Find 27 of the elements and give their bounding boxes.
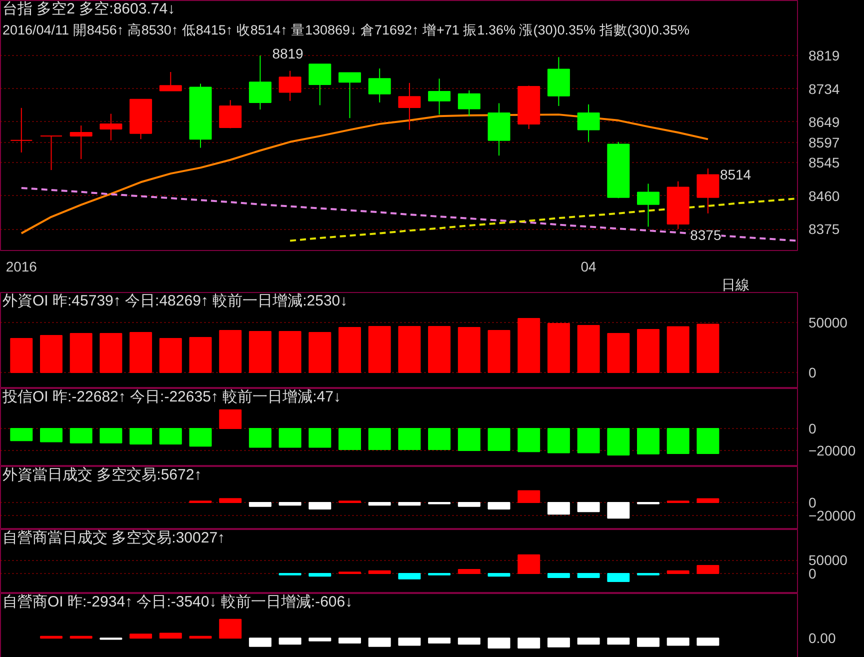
text: 2016/04/11 開8456↑ 高8530↑ 低8415↑ 收8514↑ 量130869↓ 倉71692↑ 增+71 振1.36% 漲(30)0.35% 指數(30)0.35% <box>2 22 690 38</box>
y-tick-label: 8649 <box>808 114 840 130</box>
y-tick-label: 8460 <box>808 188 840 204</box>
y-tick-label: 0 <box>808 420 816 437</box>
annotation: 日線 <box>722 276 750 292</box>
y-tick-label: 50000 <box>808 314 848 330</box>
x-tick-label: 2016 <box>6 258 38 274</box>
chart-title: 外資OI 昨:45739↑ 今日:48269↑ 較前一日增減:2530↓ <box>2 292 348 310</box>
y-tick-label: 0 <box>808 364 816 380</box>
y-tick-label: 8375 <box>808 221 840 238</box>
y-tick-label: 8597 <box>808 134 840 150</box>
annotation: 8514 <box>720 166 752 183</box>
x-tick-label: 04 <box>580 258 597 274</box>
chart-title: 投信OI 昨:-22682↑ 今日:-22635↑ 較前一日增減:47↓ <box>2 388 341 406</box>
chart-title: 自營商OI 昨:-2934↑ 今日:-3540↓ 較前一日增減:-606↓ <box>2 594 353 610</box>
y-tick-label: 0 <box>808 566 816 582</box>
chart-title: 台指 多空2 多空:8603.74↓ <box>2 0 176 18</box>
chart-title: 外資當日成交 多空交易:5672↑ <box>2 466 202 484</box>
y-tick-label: 50000 <box>808 552 848 568</box>
annotation: 0.00 <box>808 630 836 646</box>
y-tick-label: 8734 <box>808 80 840 97</box>
annotation: 8375 <box>690 227 722 244</box>
chart-title: 自營商當日成交 多空交易:30027↑ <box>2 530 226 546</box>
annotation: 8819 <box>272 46 304 62</box>
y-tick-label: −20000 <box>808 442 856 459</box>
y-tick-label: 8819 <box>808 48 840 64</box>
y-tick-label: 8545 <box>808 154 840 171</box>
